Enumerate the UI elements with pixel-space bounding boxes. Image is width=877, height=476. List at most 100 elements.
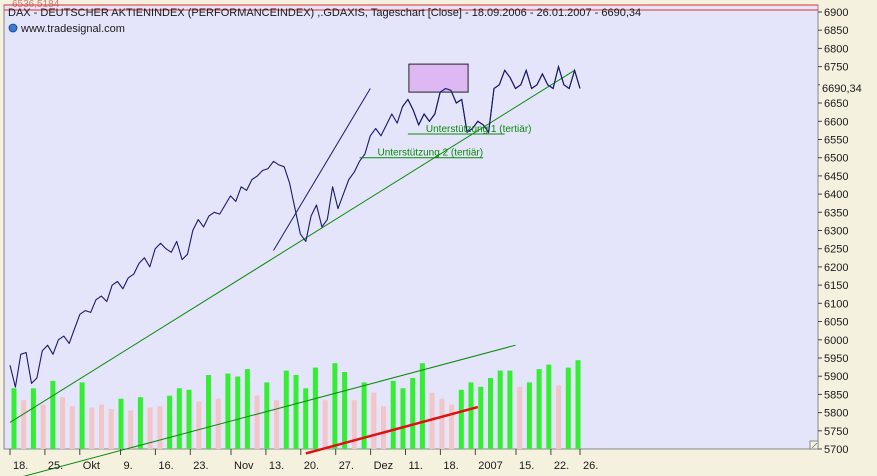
y-tick-label: 6500 [824,153,848,165]
y-tick-label: 5800 [824,408,848,420]
y-tick-label: 6250 [824,244,848,256]
trendline[interactable] [9,69,575,423]
volume-bar [40,404,46,449]
volume-bar [60,397,66,449]
volume-bar [303,388,309,449]
y-tick-label: 6150 [824,280,848,292]
y-tick-label: 6600 [824,116,848,128]
volume-bar [342,372,348,449]
x-tick-label: 26. [583,460,598,472]
trendlines [9,69,575,476]
volume-bar [176,388,182,449]
volume-bar [21,400,27,449]
x-tick-label: 11. [409,460,423,472]
volume-bar [517,386,523,449]
volume-bar [128,410,134,449]
x-tick-label: 27. [339,460,354,472]
volume-bar [235,376,241,449]
x-tick-label: 18. [13,460,28,472]
volume-bar [167,395,173,449]
volume-bar [99,404,104,449]
y-tick-label: 6050 [824,317,848,329]
trendline[interactable] [273,88,371,251]
volume-bar [312,367,318,449]
volume-bar [108,409,114,449]
overlap-text: 6536,5184 [12,0,60,10]
volume-bar [458,389,464,449]
volume-bar [274,400,280,449]
last-value-box [820,81,868,95]
volume-bar [390,380,396,449]
volume-bar [11,388,17,449]
x-tick-label: 18. [443,460,458,472]
volume-bar [186,389,192,449]
volume-bar [244,369,250,449]
volume-bar [79,382,85,449]
volume-bar [254,395,260,449]
y-axis: 5700 5750 5800 5850 5900 5950 6000 6050 6100 6150… [818,7,848,456]
x-tick-label: 16. [158,460,173,472]
support-lines: Unterstützung 1 (tertiär) Unterstützung 2… [359,124,532,159]
volume-bar [264,382,270,449]
price-line-segment [402,64,581,134]
volume-bar [147,407,153,449]
x-tick-label: 22. [554,460,569,472]
volume-bars [11,360,581,449]
volume-bar [225,373,231,449]
volume-bar [206,375,211,449]
volume-trendline[interactable] [305,405,479,455]
x-tick-label: 25. [48,460,63,472]
volume-bar [157,406,163,449]
volume-bar [351,400,357,449]
trendline[interactable] [10,344,516,476]
volume-bar [196,401,202,449]
y-tick-label: 6350 [824,207,848,219]
volume-bar [488,378,493,449]
volume-bar [283,370,289,449]
y-tick-label: 6750 [824,62,848,74]
y-tick-label: 6550 [824,135,848,147]
chart-title: DAX - DEUTSCHER AKTIENINDEX (PERFORMANCE… [8,7,641,19]
volume-bar [293,375,299,449]
volume-bar [565,367,571,449]
y-tick-label: 6300 [824,226,848,238]
y-tick-label: 6000 [824,335,848,347]
volume-bar [439,398,445,449]
volume-bar [89,407,95,449]
y-tick-label: 6450 [824,171,848,183]
x-tick-label: 9. [124,460,133,472]
x-tick-label: Dez [374,460,394,472]
y-tick-label: 6100 [824,298,848,310]
support-label: Unterstützung 1 (tertiär) [426,124,532,135]
volume-bar [410,378,416,449]
x-tick-label: Nov [234,460,254,472]
resize-grip-icon[interactable] [809,440,819,450]
y-tick-label: 6400 [824,189,848,201]
consolidation-box[interactable] [408,63,469,93]
y-tick-label: 6650 [824,98,848,110]
volume-bar [371,392,377,449]
volume-bar [507,370,513,449]
volume-bar [332,363,338,449]
volume-bar [478,386,484,449]
volume-bar [526,382,532,449]
x-tick-label: 15. [519,460,534,472]
support-label: Unterstützung 2 (tertiär) [378,148,484,159]
volume-bar [419,363,425,449]
y-tick-label: 5750 [824,426,848,438]
volume-bar [497,370,503,449]
last-value-label: 6690,34 [822,83,862,95]
volume-bar [400,388,406,449]
volume-bar [556,385,562,449]
y-tick-label: 6900 [824,7,848,19]
volume-bar [322,400,328,449]
volume-bar [575,360,581,449]
x-tick-label: 13. [269,460,284,472]
volume-bar [536,369,542,449]
x-tick-label: 23. [193,460,208,472]
y-tick-label: 6850 [824,25,848,37]
volume-bar [50,380,56,449]
volume-bar [118,398,124,449]
x-tick-label: 2007 [478,460,502,472]
